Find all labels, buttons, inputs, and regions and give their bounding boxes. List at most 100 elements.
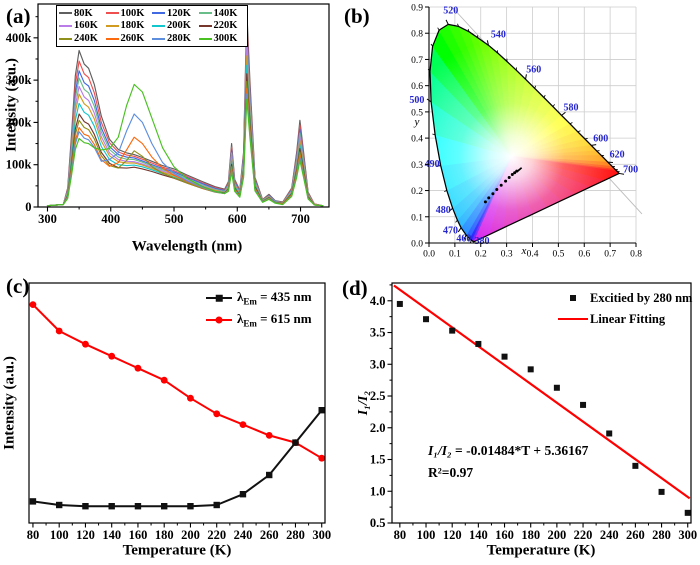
fit-equation-line: I₁/I₂ = -0.01484*T + 5.36167 bbox=[428, 443, 589, 458]
axis-title-x-d: Temperature (K) bbox=[486, 542, 596, 559]
svg-text:0.1: 0.1 bbox=[449, 250, 461, 260]
legend-label-fit: Linear Fitting bbox=[590, 311, 666, 326]
legend-label: 180K bbox=[120, 20, 145, 32]
axis-title-y-c: Intensity (a.u.) bbox=[1, 356, 18, 450]
legend-item-180K: 180K bbox=[105, 20, 153, 32]
legend-label-excited: Excitied by 280 nm bbox=[590, 290, 693, 305]
legend-item-280K: 280K bbox=[152, 33, 199, 44]
svg-text:180: 180 bbox=[521, 528, 540, 542]
svg-text:500: 500 bbox=[409, 95, 424, 106]
svg-text:700: 700 bbox=[623, 165, 638, 176]
svg-text:500: 500 bbox=[165, 212, 184, 226]
svg-text:0.8: 0.8 bbox=[411, 30, 423, 40]
svg-text:470: 470 bbox=[443, 225, 458, 236]
svg-text:600: 600 bbox=[228, 212, 247, 226]
legend-label: 140K bbox=[213, 7, 238, 19]
svg-text:480: 480 bbox=[436, 205, 451, 216]
svg-text:240: 240 bbox=[234, 528, 253, 542]
legend-item-160K: 160K bbox=[59, 20, 106, 31]
svg-text:0.2: 0.2 bbox=[411, 187, 423, 197]
legend-item-435nm: λEm = 435 nm bbox=[206, 289, 312, 307]
legend-label: 220K bbox=[213, 20, 238, 32]
legend-label: 100K bbox=[120, 7, 145, 19]
r-squared-line: R²=0.97 bbox=[428, 465, 474, 480]
legend-item-200K: 200K bbox=[152, 20, 199, 31]
svg-text:160: 160 bbox=[495, 528, 514, 542]
svg-text:0.8: 0.8 bbox=[630, 250, 642, 260]
svg-text:0.3: 0.3 bbox=[501, 250, 513, 260]
legend-line-icon bbox=[152, 37, 165, 40]
axis-title-y-a: Intensity (a.u.) bbox=[3, 58, 20, 152]
legend-square-marker-icon bbox=[556, 295, 590, 301]
legend-label-435: λEm = 435 nm bbox=[237, 289, 312, 307]
panel-a-plot: 300 400 500 600 700 0 100k 200k 300k 400k bbox=[6, 3, 330, 226]
svg-text:200: 200 bbox=[548, 528, 567, 542]
legend-line-icon bbox=[198, 12, 212, 15]
legend-item-excited: Excitied by 280 nm bbox=[556, 289, 692, 307]
svg-text:380: 380 bbox=[475, 236, 490, 247]
legend-label-615: λEm = 615 nm bbox=[237, 311, 312, 329]
svg-text:100: 100 bbox=[417, 528, 436, 542]
legend-line-icon bbox=[59, 12, 72, 15]
svg-text:0.3: 0.3 bbox=[411, 161, 423, 171]
legend-item-260K: 260K bbox=[105, 33, 153, 44]
legend-label: 240K bbox=[74, 33, 98, 45]
svg-text:200: 200 bbox=[181, 528, 200, 542]
legend-line-435-icon bbox=[206, 294, 232, 302]
svg-text:160: 160 bbox=[129, 528, 148, 542]
svg-text:1.0: 1.0 bbox=[370, 484, 386, 498]
panel-d-plot: 80 100 120 140 160 180 200 220 240 260 280 300 0.5 1.… bbox=[370, 282, 697, 542]
panel-label-c: (c) bbox=[6, 274, 30, 298]
svg-text:80: 80 bbox=[394, 528, 407, 542]
legend-label: 80K bbox=[74, 7, 93, 19]
svg-text:140: 140 bbox=[469, 528, 488, 542]
legend-item-120K: 120K bbox=[152, 8, 199, 19]
legend-label: 160K bbox=[74, 20, 98, 32]
legend-line-615-icon bbox=[206, 316, 232, 324]
svg-text:100k: 100k bbox=[6, 158, 32, 172]
svg-text:180: 180 bbox=[155, 528, 174, 542]
legend-item-140K: 140K bbox=[198, 7, 246, 19]
svg-text:460: 460 bbox=[456, 233, 471, 244]
axis-title-x-a: Wavelength (nm) bbox=[131, 238, 243, 255]
legend-line-icon bbox=[59, 24, 72, 27]
svg-text:400k: 400k bbox=[6, 31, 32, 45]
svg-text:700: 700 bbox=[291, 212, 310, 226]
svg-text:0.4: 0.4 bbox=[411, 135, 423, 145]
svg-text:2.0: 2.0 bbox=[370, 421, 386, 435]
svg-text:0.6: 0.6 bbox=[411, 82, 423, 92]
panel-c-plot: 80 100 120 140 160 180 200 220 240 260 280 300 bbox=[27, 282, 331, 542]
svg-text:0.6: 0.6 bbox=[578, 250, 590, 260]
legend-item-300K: 300K bbox=[198, 33, 246, 44]
legend-label: 120K bbox=[167, 7, 191, 19]
legend-line-icon bbox=[152, 24, 165, 27]
svg-text:260: 260 bbox=[626, 528, 645, 542]
svg-text:600: 600 bbox=[593, 134, 608, 145]
svg-text:1.5: 1.5 bbox=[370, 453, 386, 467]
svg-text:200k: 200k bbox=[6, 115, 32, 129]
svg-text:140: 140 bbox=[102, 528, 121, 542]
svg-text:300: 300 bbox=[678, 528, 697, 542]
legend-line-icon bbox=[152, 12, 165, 15]
svg-text:100: 100 bbox=[50, 528, 69, 542]
legend-label: 200K bbox=[167, 20, 191, 32]
legend-line-icon bbox=[105, 12, 119, 15]
svg-text:3.5: 3.5 bbox=[370, 326, 386, 340]
svg-text:490: 490 bbox=[425, 159, 440, 170]
svg-text:0.1: 0.1 bbox=[411, 213, 423, 223]
svg-text:280: 280 bbox=[652, 528, 671, 542]
svg-text:80: 80 bbox=[27, 528, 40, 542]
svg-text:400: 400 bbox=[101, 212, 120, 226]
svg-text:0: 0 bbox=[25, 200, 31, 214]
svg-text:300: 300 bbox=[38, 212, 57, 226]
svg-text:0.2: 0.2 bbox=[475, 250, 487, 260]
svg-text:560: 560 bbox=[526, 64, 541, 75]
svg-text:0.0: 0.0 bbox=[411, 240, 423, 250]
svg-text:540: 540 bbox=[491, 29, 506, 40]
axis-letter-x-b: x bbox=[521, 245, 527, 257]
legend-item-100K: 100K bbox=[105, 7, 153, 19]
svg-text:0.5: 0.5 bbox=[370, 516, 386, 530]
